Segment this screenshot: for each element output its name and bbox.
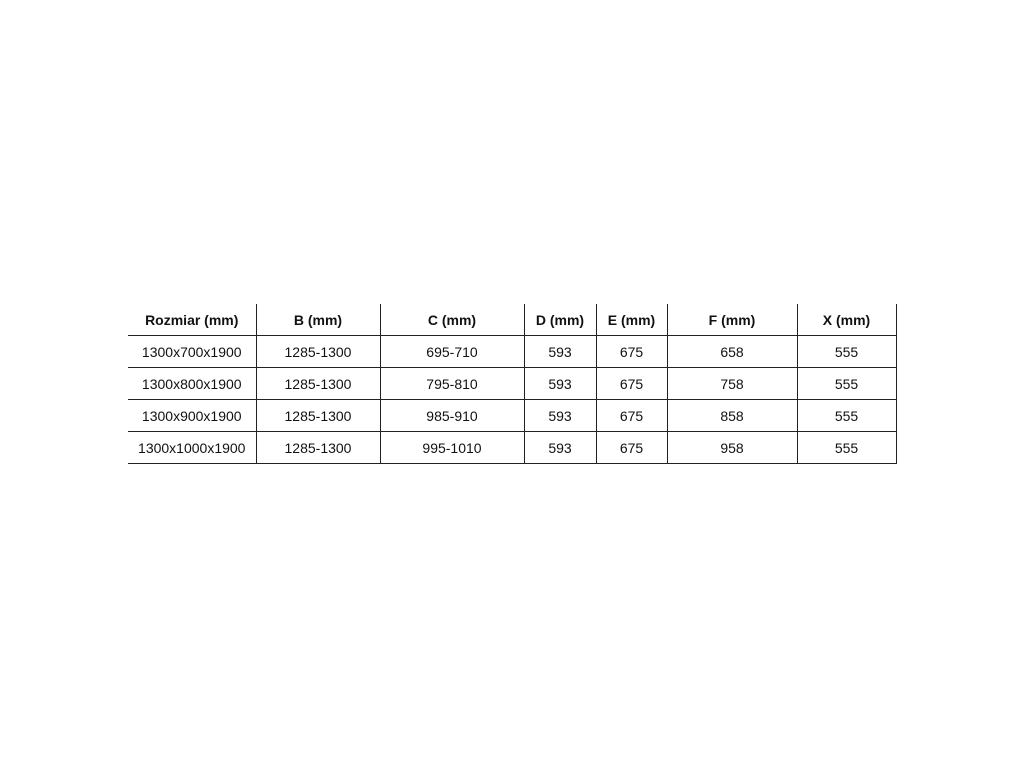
table-cell: 1285-1300 (256, 367, 381, 400)
header-f: F (mm) (667, 304, 798, 336)
table-row: 1300x1000x1900 1285-1300 995-1010 593 675 958… (128, 431, 897, 464)
table-cell: 1300x700x1900 (128, 335, 257, 368)
table-cell: 555 (797, 335, 897, 368)
table-cell: 795-810 (380, 367, 525, 400)
table-cell: 1300x1000x1900 (128, 431, 257, 464)
table-cell: 675 (596, 335, 668, 368)
header-d: D (mm) (524, 304, 597, 336)
dimensions-table: Rozmiar (mm) B (mm) C (mm) D (mm) E (mm)… (128, 304, 897, 464)
table-cell: 675 (596, 431, 668, 464)
table-cell: 555 (797, 367, 897, 400)
header-rozmiar: Rozmiar (mm) (128, 304, 257, 336)
table-cell: 1285-1300 (256, 335, 381, 368)
table-row: 1300x800x1900 1285-1300 795-810 593 675 758 55… (128, 367, 897, 400)
table-cell: 593 (524, 431, 597, 464)
table-cell: 593 (524, 399, 597, 432)
table-cell: 1285-1300 (256, 399, 381, 432)
table-cell: 995-1010 (380, 431, 525, 464)
table-cell: 695-710 (380, 335, 525, 368)
header-b: B (mm) (256, 304, 381, 336)
header-row: Rozmiar (mm) B (mm) C (mm) D (mm) E (mm)… (128, 304, 897, 336)
table-cell: 675 (596, 367, 668, 400)
table-cell: 1300x800x1900 (128, 367, 257, 400)
table-cell: 675 (596, 399, 668, 432)
table-row: 1300x700x1900 1285-1300 695-710 593 675 658 55… (128, 335, 897, 368)
table-cell: 593 (524, 367, 597, 400)
table-cell: 985-910 (380, 399, 525, 432)
table-cell: 958 (667, 431, 798, 464)
table-cell: 593 (524, 335, 597, 368)
header-x: X (mm) (797, 304, 897, 336)
table-cell: 858 (667, 399, 798, 432)
table-cell: 1300x900x1900 (128, 399, 257, 432)
table-cell: 658 (667, 335, 798, 368)
header-e: E (mm) (596, 304, 668, 336)
table-cell: 555 (797, 399, 897, 432)
header-c: C (mm) (380, 304, 525, 336)
table-cell: 555 (797, 431, 897, 464)
table-cell: 1285-1300 (256, 431, 381, 464)
table-cell: 758 (667, 367, 798, 400)
table-row: 1300x900x1900 1285-1300 985-910 593 675 858 55… (128, 399, 897, 432)
